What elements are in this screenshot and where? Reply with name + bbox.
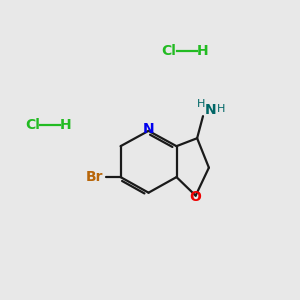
Text: N: N bbox=[205, 103, 216, 117]
Text: H: H bbox=[60, 118, 71, 132]
Text: Cl: Cl bbox=[25, 118, 40, 132]
Text: O: O bbox=[190, 190, 202, 204]
Text: Cl: Cl bbox=[162, 44, 177, 58]
Text: Br: Br bbox=[85, 170, 103, 184]
Text: N: N bbox=[143, 122, 154, 136]
Text: H: H bbox=[196, 44, 208, 58]
Text: H: H bbox=[197, 99, 206, 110]
Text: H: H bbox=[218, 104, 226, 114]
